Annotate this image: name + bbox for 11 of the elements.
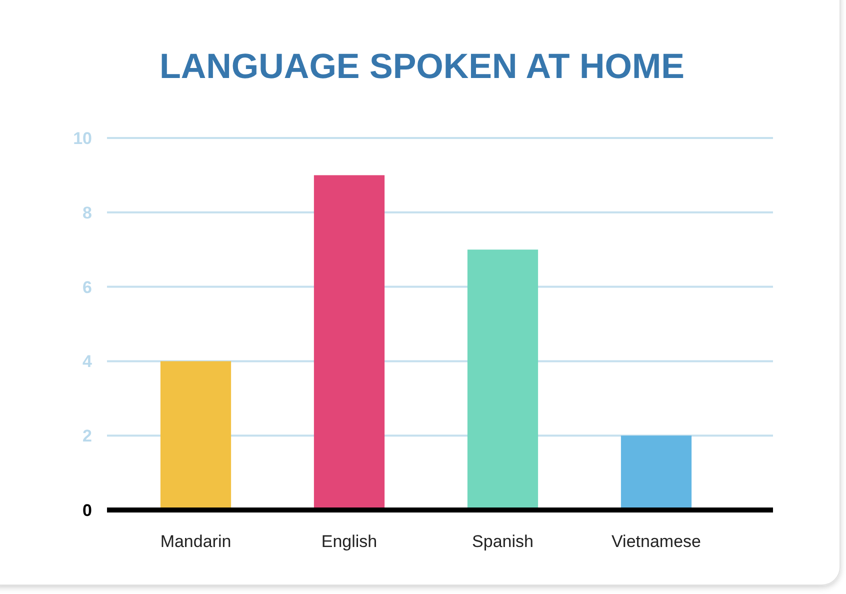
x-tick-label: English [321, 532, 378, 551]
y-tick-label: 4 [82, 352, 93, 372]
x-tick-label: Vietnamese [612, 532, 701, 551]
y-tick-label: 0 [82, 500, 92, 520]
y-tick-label: 6 [82, 278, 92, 297]
y-tick-label: 10 [73, 128, 92, 148]
y-tick-label: 8 [82, 203, 92, 222]
x-tick-label: Mandarin [160, 532, 232, 551]
y-tick-label: 2 [82, 426, 92, 446]
x-tick-label: Spanish [472, 532, 534, 551]
chart-title: LANGUAGE SPOKEN AT HOME [159, 47, 685, 86]
